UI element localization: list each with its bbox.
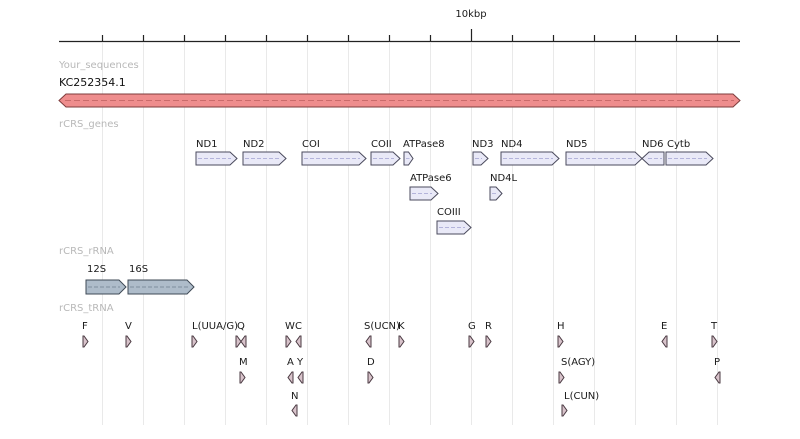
trna-feature-label: L(CUN)	[564, 391, 599, 402]
trna-feature-label: A	[287, 357, 294, 368]
gene-feature-label: ND1	[196, 139, 218, 150]
gene-feature-label: ND6	[642, 139, 664, 150]
trna-feature-f	[82, 335, 89, 348]
rrna-feature-label: 12S	[87, 264, 106, 275]
gene-feature-nd3	[472, 151, 489, 166]
trna-feature-d	[367, 371, 374, 384]
trna-feature-e	[661, 335, 668, 348]
gene-feature-label: COIII	[437, 207, 461, 218]
trna-feature-c	[295, 335, 302, 348]
trna-feature-label: T	[710, 321, 718, 332]
trna-feature-l(cun)	[561, 404, 568, 417]
sequence-name: KC252354.1	[59, 76, 126, 89]
gene-feature-label: COII	[371, 139, 392, 150]
track-label-rcrs-genes: rCRS_genes	[59, 119, 119, 130]
trna-feature-label: H	[557, 321, 565, 332]
trna-feature-label: E	[661, 321, 667, 332]
rrna-feature-label: 16S	[129, 264, 148, 275]
trna-feature-label: Q	[237, 321, 245, 332]
gene-feature-nd6	[641, 151, 665, 166]
trna-feature-y	[297, 371, 304, 384]
gene-feature-label: ND5	[566, 139, 588, 150]
track-label-your-sequences: Your_sequences	[59, 60, 139, 71]
trna-feature-label: L(UUA/G)	[192, 321, 238, 332]
trna-feature-unlabeled	[235, 335, 242, 348]
trna-feature-p	[714, 371, 721, 384]
trna-feature-label: G	[468, 321, 476, 332]
trna-feature-label: N	[291, 391, 298, 402]
trna-feature-label: W	[285, 321, 295, 332]
ruler-scale-label: 10kbp	[455, 9, 487, 20]
trna-feature-q	[240, 335, 247, 348]
trna-feature-label: R	[485, 321, 492, 332]
gene-feature-label: COI	[302, 139, 320, 150]
trna-feature-label: S(AGY)	[561, 357, 595, 368]
trna-feature-label: F	[82, 321, 88, 332]
trna-feature-t	[711, 335, 718, 348]
trna-feature-n	[291, 404, 298, 417]
trna-feature-label: D	[367, 357, 375, 368]
gene-feature-label: ND2	[243, 139, 265, 150]
gene-feature-label: ATPase6	[410, 173, 452, 184]
trna-feature-s(agy)	[558, 371, 565, 384]
trna-feature-r	[485, 335, 492, 348]
gene-feature-label: Cytb	[667, 139, 690, 150]
gene-feature-label: ND4L	[490, 173, 518, 184]
trna-feature-h	[557, 335, 564, 348]
gene-feature-label: ATPase8	[403, 139, 445, 150]
trna-feature-label: K	[398, 321, 405, 332]
trna-feature-label: M	[239, 357, 248, 368]
track-label-rcrs-rrna: rCRS_rRNA	[59, 246, 114, 257]
trna-feature-m	[239, 371, 246, 384]
trna-feature-label: Y	[296, 357, 304, 368]
gene-feature-label: ND4	[501, 139, 523, 150]
trna-feature-s(ucn)	[365, 335, 372, 348]
trna-feature-label: P	[714, 357, 720, 368]
trna-feature-label: S(UCN)	[364, 321, 400, 332]
trna-feature-a	[287, 371, 294, 384]
trna-feature-label: V	[125, 321, 132, 332]
trna-feature-w	[285, 335, 292, 348]
trna-feature-g	[468, 335, 475, 348]
track-label-rcrs-trna: rCRS_tRNA	[59, 303, 114, 314]
gene-feature-label: ND3	[472, 139, 494, 150]
trna-feature-label: C	[295, 321, 302, 332]
trna-feature-k	[398, 335, 405, 348]
trna-feature-l(uua/g)	[191, 335, 198, 348]
trna-feature-v	[125, 335, 132, 348]
